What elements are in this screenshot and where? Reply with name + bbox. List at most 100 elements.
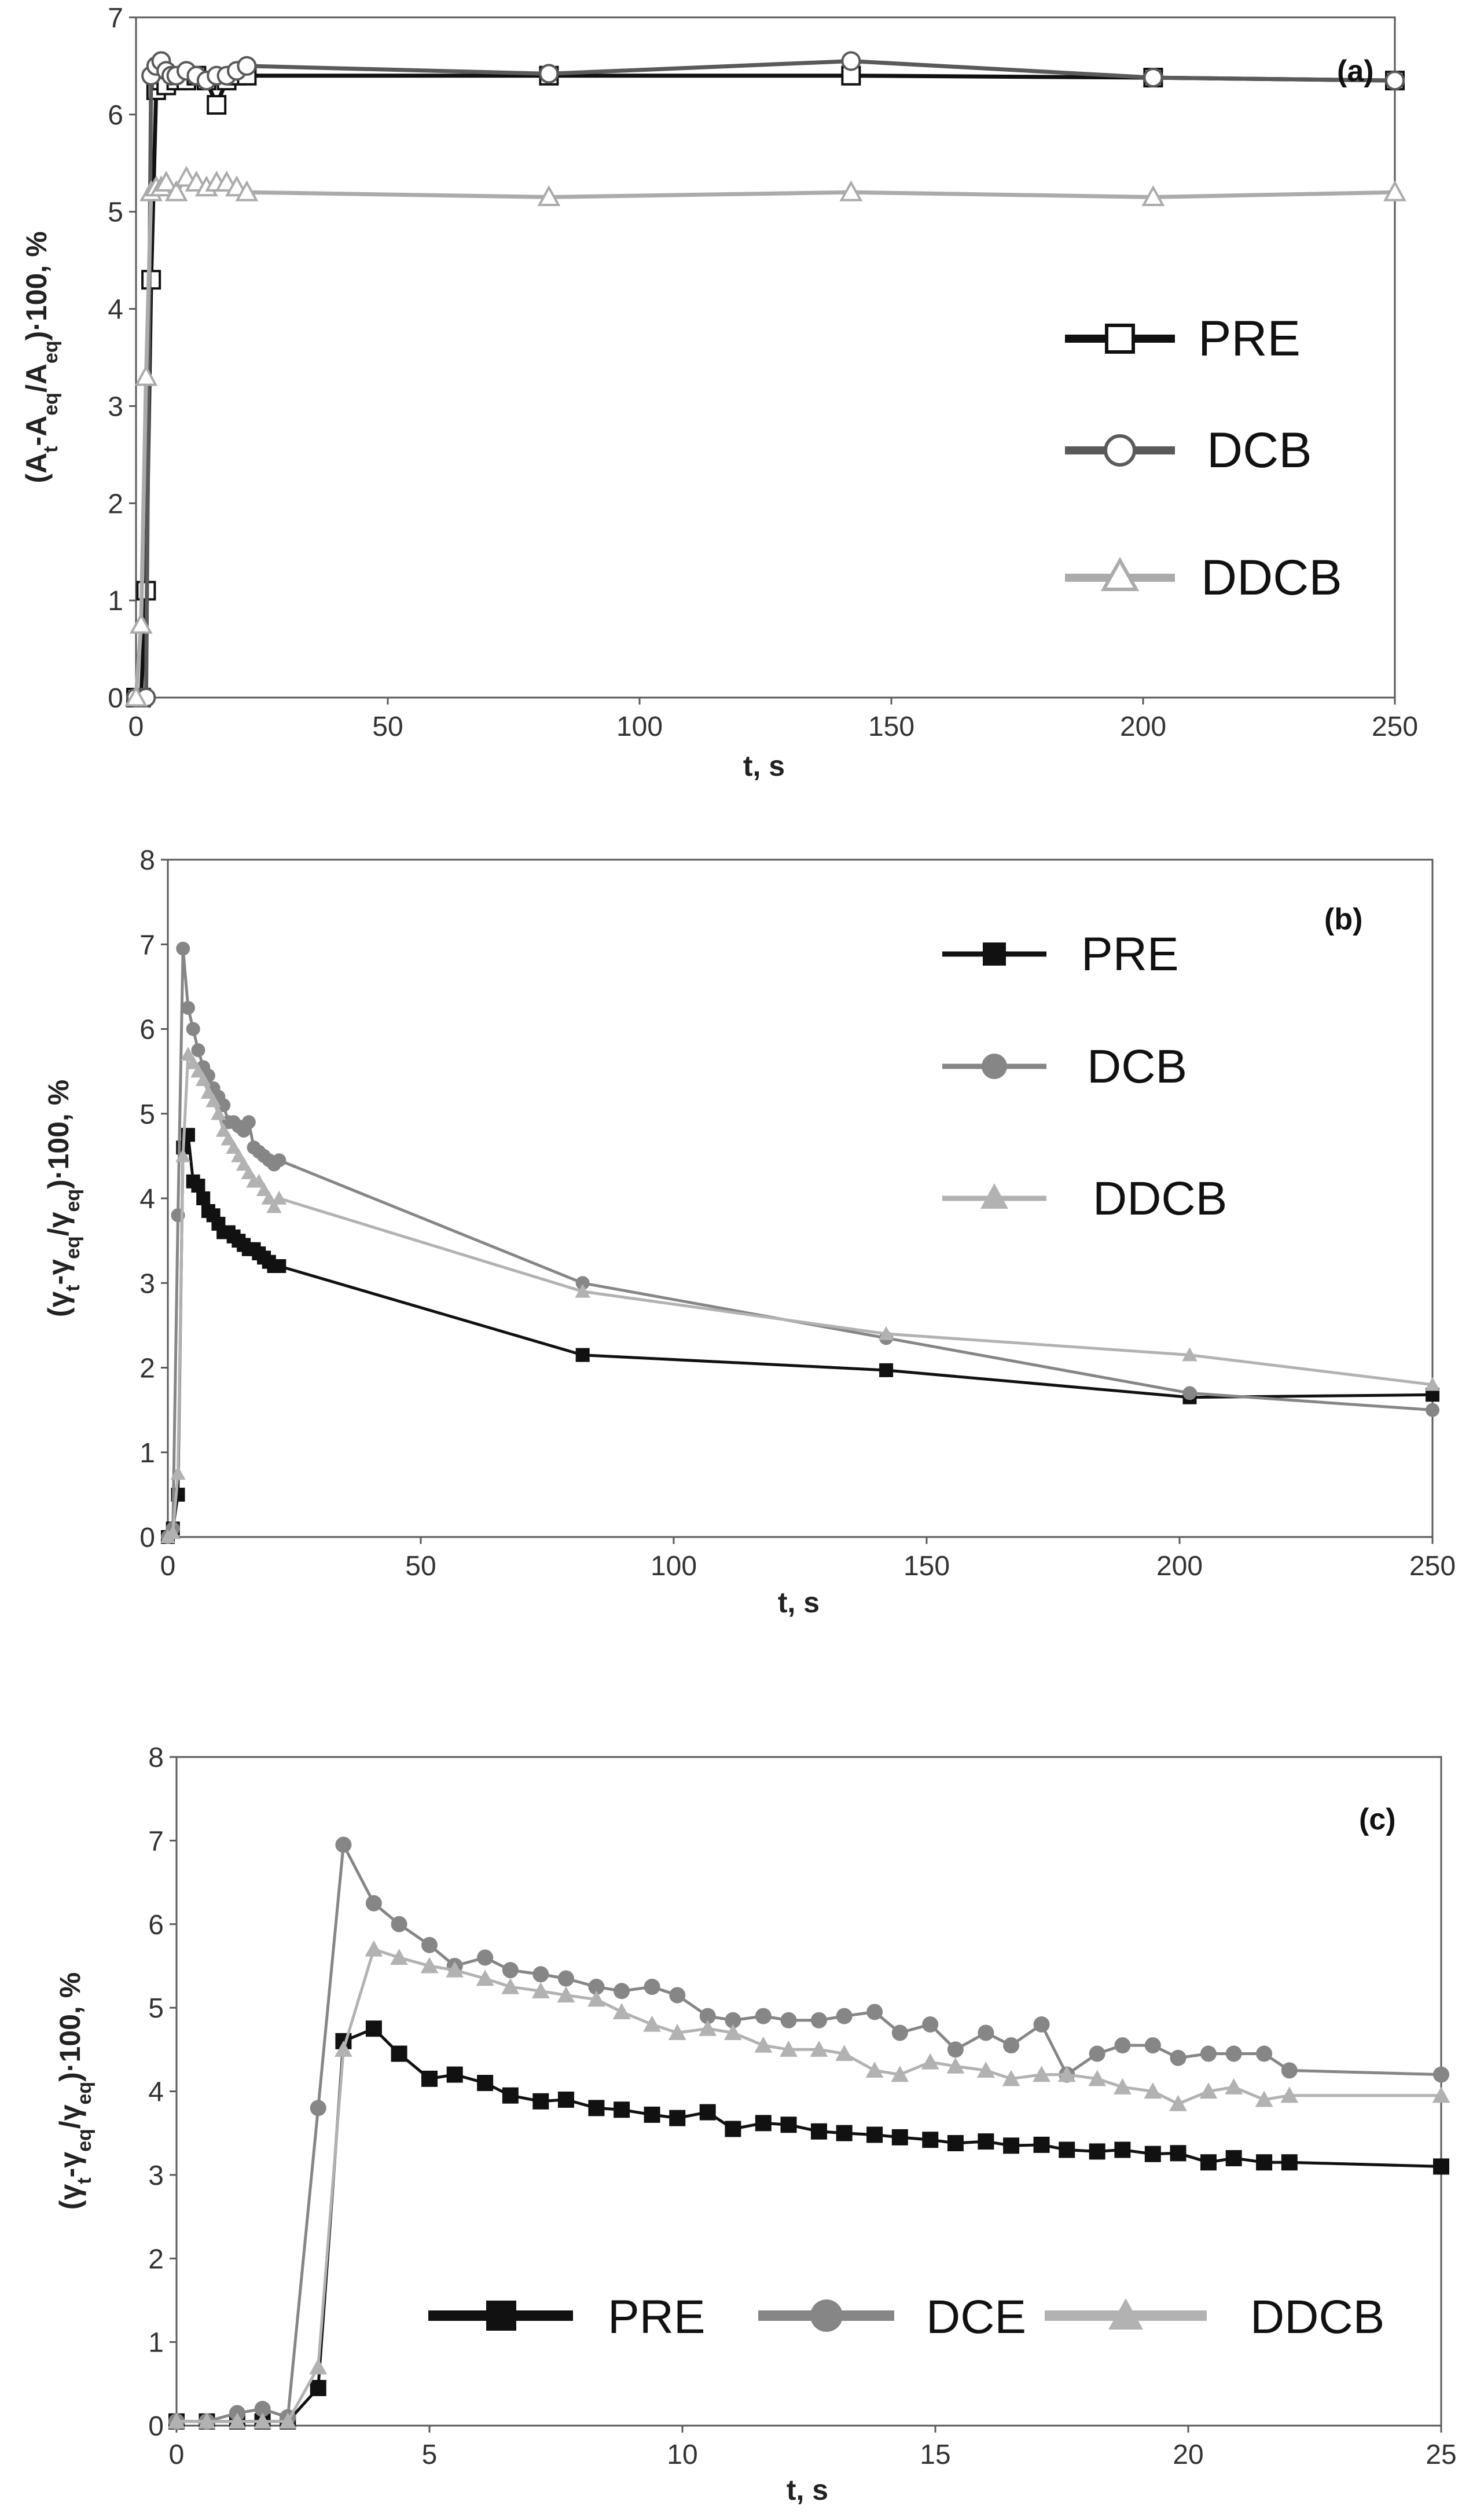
legend-marker-dcb bbox=[1104, 434, 1136, 467]
plot-area-a bbox=[135, 16, 1396, 699]
data-point-dcb bbox=[241, 1115, 256, 1129]
data-point-ddcb bbox=[256, 1182, 272, 1197]
data-point-ddcb bbox=[1002, 2070, 1020, 2086]
axes-a: 0 50 100 150 200 250 0 1 2 3 4 5 6 7 bbox=[108, 3, 1418, 742]
legend-label-ddcb: DDCB bbox=[1250, 2291, 1384, 2343]
data-point-ddcb bbox=[1088, 2070, 1107, 2086]
data-point-dce bbox=[1281, 2062, 1298, 2079]
data-point-dce bbox=[1114, 2037, 1131, 2054]
data-point-pre bbox=[866, 2126, 883, 2143]
x-tick-label-a: 0 bbox=[128, 711, 144, 742]
data-point-ddcb bbox=[921, 2053, 939, 2070]
data-point-ddcb bbox=[170, 1466, 186, 1480]
data-point-dce bbox=[557, 1970, 574, 1987]
data-point-pre bbox=[699, 2104, 716, 2121]
x-tick-label-b: 100 bbox=[651, 1551, 697, 1582]
x-tick-label-a: 100 bbox=[616, 711, 663, 742]
x-tick-label-b: 50 bbox=[405, 1551, 436, 1582]
data-point-pre bbox=[780, 2116, 797, 2133]
x-axis-label-c: t, s bbox=[787, 2474, 828, 2506]
data-point-dce bbox=[978, 2024, 994, 2041]
data-point-dcb bbox=[539, 64, 559, 84]
data-point-dcb bbox=[181, 1000, 195, 1015]
data-point-pre bbox=[891, 2129, 908, 2145]
data-point-dce bbox=[725, 2012, 741, 2029]
y-tick-label-a: 4 bbox=[108, 295, 123, 325]
data-point-ddcb bbox=[167, 2412, 186, 2429]
data-point-pre bbox=[391, 2045, 407, 2062]
data-point-ddcb bbox=[124, 685, 148, 707]
data-point-ddcb bbox=[946, 2057, 965, 2074]
data-point-pre bbox=[1200, 2154, 1217, 2171]
y-tick-label-a: 2 bbox=[108, 489, 123, 519]
data-point-pre bbox=[1281, 2154, 1298, 2171]
x-tick-label-b: 150 bbox=[903, 1551, 950, 1582]
data-point-pre bbox=[1225, 2150, 1242, 2166]
data-point-dce bbox=[310, 2100, 326, 2116]
data-point-pre bbox=[922, 2132, 939, 2148]
data-point-dce bbox=[1256, 2045, 1273, 2062]
data-point-dce bbox=[699, 2008, 716, 2024]
data-point-ddcb bbox=[1169, 2095, 1187, 2111]
y-tick-label-b: 7 bbox=[139, 930, 155, 960]
data-point-ddcb bbox=[476, 1969, 494, 1986]
data-point-ddcb bbox=[1432, 2086, 1450, 2103]
data-point-ddcb bbox=[699, 2019, 717, 2036]
data-point-pre bbox=[502, 2087, 519, 2104]
y-tick-label-c: 8 bbox=[148, 1743, 164, 1773]
data-point-ddcb bbox=[557, 1986, 575, 2003]
data-point-dce bbox=[421, 1936, 438, 1953]
panel-label-b: (b) bbox=[1324, 903, 1362, 936]
data-point-pre bbox=[272, 1259, 286, 1273]
data-point-pre bbox=[1003, 2137, 1020, 2154]
data-point-ddcb bbox=[228, 2412, 247, 2429]
data-point-dce bbox=[477, 1949, 494, 1966]
y-tick-label-b: 6 bbox=[139, 1015, 155, 1046]
data-point-ddcb bbox=[278, 2412, 297, 2429]
data-point-dcb bbox=[1385, 71, 1405, 91]
data-point-dcb bbox=[1182, 1386, 1197, 1400]
data-point-dce bbox=[891, 2024, 908, 2041]
data-point-dce bbox=[588, 1979, 605, 1996]
x-tick-label-c: 20 bbox=[1173, 2440, 1203, 2470]
x-tick-label-c: 10 bbox=[667, 2440, 697, 2470]
data-point-dce bbox=[947, 2041, 964, 2058]
x-axis-label-a: t, s bbox=[743, 750, 785, 782]
y-tick-label-b: 1 bbox=[139, 1438, 155, 1469]
legend-label-ddcb: DDCB bbox=[1093, 1172, 1227, 1225]
y-tick-label-b: 0 bbox=[139, 1523, 155, 1553]
data-point-ddcb bbox=[977, 2062, 995, 2078]
legend-item-ddcb: DDCB bbox=[1065, 550, 1342, 606]
data-point-pre bbox=[575, 1348, 590, 1362]
data-point-dcb bbox=[186, 1022, 200, 1036]
data-point-ddcb bbox=[165, 1525, 181, 1539]
legend-marker-pre bbox=[983, 942, 1006, 966]
data-point-ddcb bbox=[1033, 2066, 1050, 2082]
data-point-ddcb bbox=[839, 180, 863, 201]
data-point-dce bbox=[391, 1916, 407, 1932]
data-point-ddcb bbox=[420, 1957, 439, 1974]
data-point-dce bbox=[254, 2401, 271, 2418]
legend-item-pre: PRE bbox=[1065, 311, 1301, 366]
axes-c: 0 5 10 15 20 25 0 1 2 3 4 5 6 7 8 bbox=[148, 1743, 1456, 2470]
data-point-ddcb bbox=[865, 2062, 884, 2078]
y-tick-label-c: 6 bbox=[148, 1910, 164, 1941]
data-point-dce bbox=[1003, 2037, 1020, 2054]
data-point-dce bbox=[810, 2012, 827, 2029]
legend-marker-dce bbox=[810, 2299, 843, 2332]
data-point-ddcb bbox=[1225, 2078, 1243, 2095]
data-point-pre bbox=[196, 1191, 211, 1205]
data-point-ddcb bbox=[215, 1123, 232, 1137]
data-point-pre bbox=[836, 2125, 853, 2141]
data-point-ddcb bbox=[231, 1148, 247, 1162]
x-tick-label-c: 0 bbox=[169, 2440, 185, 2470]
data-point-ddcb bbox=[155, 170, 178, 192]
legend-item-dcb: DCB bbox=[1065, 423, 1312, 478]
data-point-dcb bbox=[272, 1153, 286, 1168]
legend-c: PRE DCE DDCB bbox=[428, 2291, 1384, 2343]
data-point-ddcb bbox=[198, 2412, 216, 2429]
legend-item-ddcb: DDCB bbox=[1045, 2291, 1384, 2343]
data-point-pre bbox=[1089, 2143, 1105, 2160]
data-point-ddcb bbox=[390, 1949, 408, 1965]
legend-marker-pre bbox=[1105, 324, 1135, 354]
